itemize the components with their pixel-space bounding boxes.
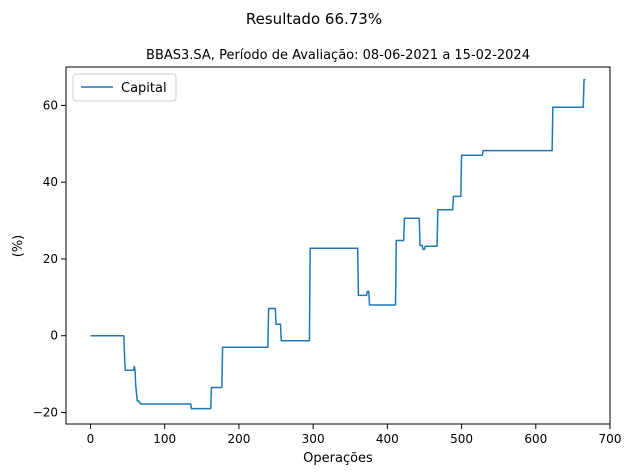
x-tick-label: 500 (450, 432, 473, 446)
y-tick-label: 60 (43, 98, 58, 112)
chart-suptitle: Resultado 66.73% (246, 10, 382, 28)
chart-title: BBAS3.SA, Período de Avaliação: 08-06-20… (146, 48, 530, 63)
x-tick-label: 600 (524, 432, 547, 446)
x-axis-label: Operações (303, 451, 373, 466)
x-tick-label: 200 (227, 432, 250, 446)
x-tick-label: 0 (87, 432, 95, 446)
y-tick-label: 40 (43, 175, 58, 189)
plot-frame (65, 66, 611, 425)
y-tick-label: 20 (43, 252, 58, 266)
x-tick-label: 100 (153, 432, 176, 446)
legend-box (72, 73, 177, 102)
y-axis-label: (%) (11, 235, 26, 258)
series-line-capital (90, 78, 586, 410)
y-tick-label: 0 (50, 329, 58, 343)
legend-label-capital: Capital (121, 81, 167, 96)
x-tick-label: 700 (599, 432, 622, 446)
series-lines (90, 78, 586, 410)
x-tick-label: 400 (376, 432, 399, 446)
y-tick-label: −20 (33, 405, 58, 419)
legend: Capital (72, 73, 177, 102)
x-tick-label: 300 (302, 432, 325, 446)
axis-ticks: 0 100 200 300 400 500 600 700 −20 0 20 40 60 (33, 98, 622, 446)
